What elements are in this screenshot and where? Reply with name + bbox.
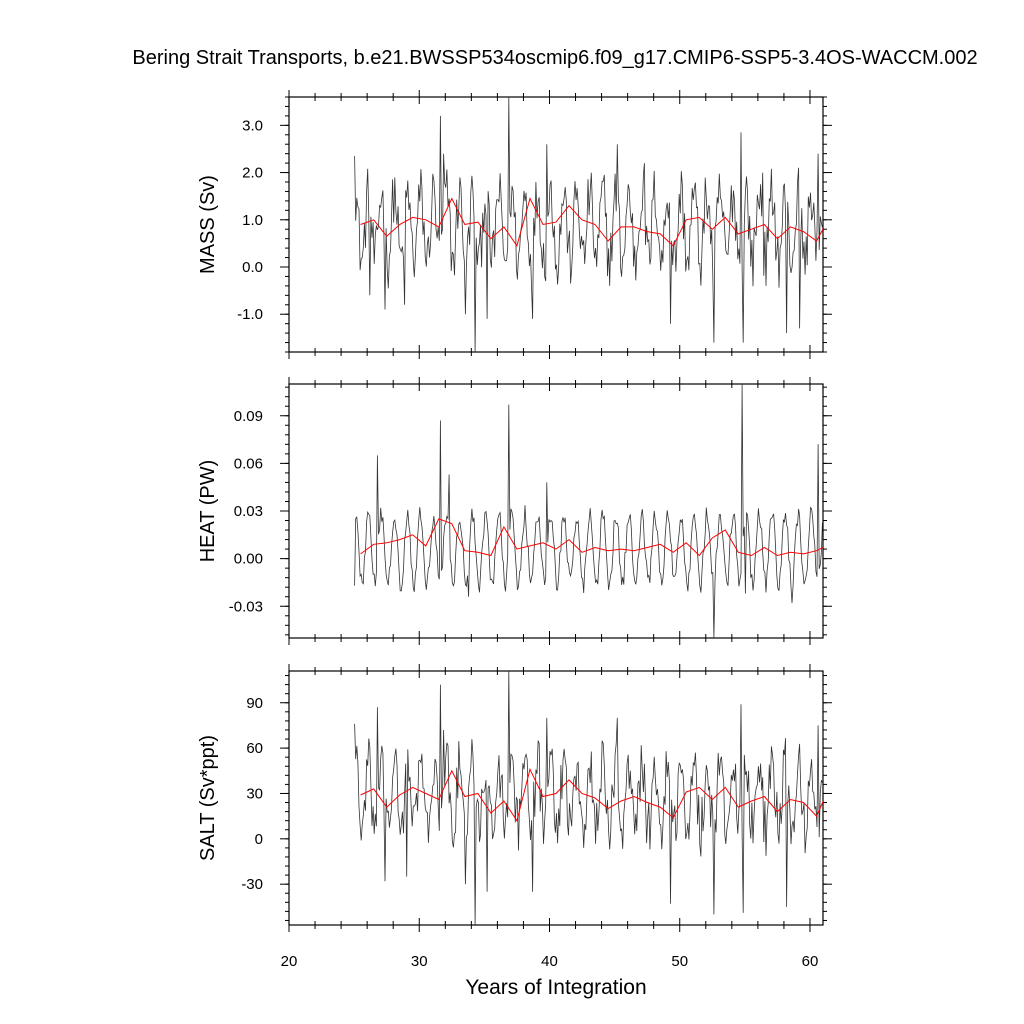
y-axis-title-salt: SALT (Sv*ppt) [197, 735, 219, 861]
x-tick-label: 20 [281, 953, 298, 970]
y-tick-label-heat: -0.03 [229, 598, 263, 615]
y-tick-label-mass: 1.0 [242, 212, 263, 229]
y-axis-title-heat: HEAT (PW) [197, 460, 219, 563]
x-axis-title: Years of Integration [465, 976, 647, 999]
monthly-series-line-salt [354, 671, 823, 925]
monthly-series-line-mass [354, 97, 823, 352]
annual-mean-line-mass [360, 197, 823, 247]
y-tick-label-salt: -30 [241, 876, 263, 893]
x-tick-label: 60 [802, 953, 819, 970]
y-tick-label-mass: -1.0 [237, 306, 263, 323]
y-tick-label-heat: 0.03 [234, 503, 263, 520]
y-tick-label-mass: 2.0 [242, 165, 263, 182]
x-tick-label: 40 [541, 953, 558, 970]
y-tick-label-salt: 0 [255, 831, 263, 848]
y-tick-label-salt: 90 [246, 695, 263, 712]
y-tick-label-salt: 30 [246, 785, 263, 802]
annual-mean-line-salt [360, 767, 823, 822]
panel-frame-salt [288, 670, 824, 926]
chart-title: Bering Strait Transports, b.e21.BWSSP534… [132, 47, 978, 69]
x-tick-label: 30 [411, 953, 428, 970]
panel-frame-mass [288, 96, 824, 353]
y-tick-label-salt: 60 [246, 740, 263, 757]
monthly-series-line-heat [354, 384, 823, 638]
annual-mean-line-heat [360, 518, 823, 557]
y-tick-label-mass: 3.0 [242, 117, 263, 134]
y-tick-label-mass: 0.0 [242, 259, 263, 276]
y-tick-label-heat: 0.09 [234, 408, 263, 425]
x-tick-label: 50 [671, 953, 688, 970]
y-tick-label-heat: 0.00 [234, 551, 263, 568]
y-axis-title-mass: MASS (Sv) [197, 175, 219, 274]
y-tick-label-heat: 0.06 [234, 455, 263, 472]
